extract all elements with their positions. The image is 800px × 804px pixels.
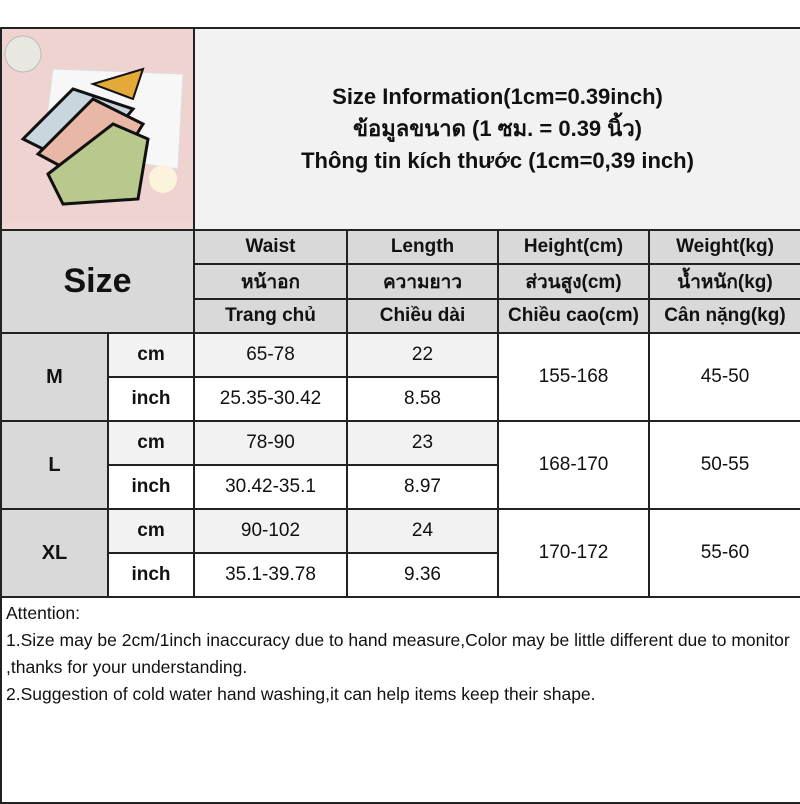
unit-inch: inch bbox=[107, 464, 195, 510]
col-waist-en: Waist bbox=[193, 229, 348, 265]
size-info-title: Size Information(1cm=0.39inch) ข้อมูลขนา… bbox=[193, 27, 800, 231]
unit-inch: inch bbox=[107, 552, 195, 598]
attention-notes: Attention: 1.Size may be 2cm/1inch inacc… bbox=[0, 596, 800, 804]
note-2: 2.Suggestion of cold water hand washing,… bbox=[6, 684, 596, 704]
waist-inch: 30.42-35.1 bbox=[193, 464, 348, 510]
col-waist-vi: Trang chủ bbox=[193, 298, 348, 334]
size-chart: Size Information(1cm=0.39inch) ข้อมูลขนา… bbox=[0, 27, 800, 804]
product-image bbox=[3, 30, 192, 223]
waist-cm: 65-78 bbox=[193, 332, 348, 378]
unit-cm: cm bbox=[107, 420, 195, 466]
unit-cm: cm bbox=[107, 508, 195, 554]
length-cm: 23 bbox=[346, 420, 499, 466]
length-inch: 9.36 bbox=[346, 552, 499, 598]
title-vi: Thông tin kích thước (1cm=0,39 inch) bbox=[301, 148, 694, 173]
length-inch: 8.58 bbox=[346, 376, 499, 422]
col-height-vi: Chiều cao(cm) bbox=[497, 298, 650, 334]
size-xl: XL bbox=[0, 508, 109, 598]
height: 170-172 bbox=[497, 508, 650, 598]
length-cm: 24 bbox=[346, 508, 499, 554]
unit-cm: cm bbox=[107, 332, 195, 378]
unit-inch: inch bbox=[107, 376, 195, 422]
weight: 45-50 bbox=[648, 332, 800, 422]
col-length-vi: Chiều dài bbox=[346, 298, 499, 334]
height: 168-170 bbox=[497, 420, 650, 510]
size-header: Size bbox=[0, 229, 195, 334]
title-en: Size Information(1cm=0.39inch) bbox=[332, 84, 663, 109]
waist-cm: 90-102 bbox=[193, 508, 348, 554]
length-inch: 8.97 bbox=[346, 464, 499, 510]
weight: 55-60 bbox=[648, 508, 800, 598]
weight: 50-55 bbox=[648, 420, 800, 510]
note-1: 1.Size may be 2cm/1inch inaccuracy due t… bbox=[6, 630, 790, 677]
waist-cm: 78-90 bbox=[193, 420, 348, 466]
col-height-th: ส่วนสูง(cm) bbox=[497, 263, 650, 300]
col-weight-vi: Cân nặng(kg) bbox=[648, 298, 800, 334]
col-height-en: Height(cm) bbox=[497, 229, 650, 265]
waist-inch: 25.35-30.42 bbox=[193, 376, 348, 422]
size-m: M bbox=[0, 332, 109, 422]
length-cm: 22 bbox=[346, 332, 499, 378]
product-photo bbox=[0, 27, 195, 231]
col-weight-en: Weight(kg) bbox=[648, 229, 800, 265]
waist-inch: 35.1-39.78 bbox=[193, 552, 348, 598]
col-weight-th: น้ำหนัก(kg) bbox=[648, 263, 800, 300]
notes-heading: Attention: bbox=[6, 603, 80, 623]
col-length-en: Length bbox=[346, 229, 499, 265]
size-l: L bbox=[0, 420, 109, 510]
height: 155-168 bbox=[497, 332, 650, 422]
title-th: ข้อมูลขนาด (1 ซม. = 0.39 นิ้ว) bbox=[352, 116, 642, 141]
col-length-th: ความยาว bbox=[346, 263, 499, 300]
col-waist-th: หน้าอก bbox=[193, 263, 348, 300]
